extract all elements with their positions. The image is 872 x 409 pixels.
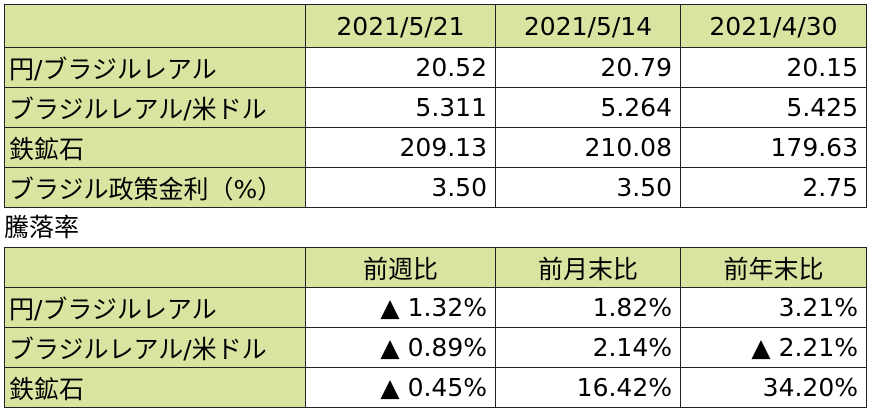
value-cell: ▲ 0.45% [305, 367, 496, 408]
rates-table: 2021/5/21 2021/5/14 2021/4/30 円/ブラジルレアル 20.5… [4, 4, 867, 208]
change-table: 前週比 前月末比 前年末比 円/ブラジルレアル ▲ 1.32% 1.82% 3.21% ブラジ… [4, 247, 867, 408]
column-header: 前年末比 [680, 247, 867, 288]
value-cell: 2.14% [495, 327, 681, 368]
value-cell: 20.79 [495, 47, 681, 88]
column-header: 2021/4/30 [680, 4, 867, 48]
row: ブラジルレアル/米ドル 5.311 5.264 5.425 [4, 87, 867, 128]
corner-cell [4, 4, 306, 48]
row: 前週比 前月末比 前年末比 [4, 247, 867, 288]
value-cell: ▲ 0.89% [305, 327, 496, 368]
row: ブラジルレアル/米ドル ▲ 0.89% 2.14% ▲ 2.21% [4, 327, 867, 368]
column-header: 前週比 [305, 247, 496, 288]
corner-cell [4, 247, 306, 288]
row-label: 円/ブラジルレアル [4, 47, 306, 88]
value-cell: 1.82% [495, 287, 681, 328]
row: ブラジル政策金利（%） 3.50 3.50 2.75 [4, 167, 867, 208]
row-label: ブラジルレアル/米ドル [4, 87, 306, 128]
row-label: ブラジル政策金利（%） [4, 167, 306, 208]
value-cell: 3.50 [305, 167, 496, 208]
row: 鉄鉱石 ▲ 0.45% 16.42% 34.20% [4, 367, 867, 408]
value-cell: ▲ 1.32% [305, 287, 496, 328]
row: 2021/5/21 2021/5/14 2021/4/30 [4, 4, 867, 48]
value-cell: 5.311 [305, 87, 496, 128]
value-cell: 209.13 [305, 127, 496, 168]
value-cell: 179.63 [680, 127, 867, 168]
value-cell: 34.20% [680, 367, 867, 408]
row-label: ブラジルレアル/米ドル [4, 327, 306, 368]
value-cell: ▲ 2.21% [680, 327, 867, 368]
column-header: 前月末比 [495, 247, 681, 288]
column-header: 2021/5/21 [305, 4, 496, 48]
row: 鉄鉱石 209.13 210.08 179.63 [4, 127, 867, 168]
row-label: 鉄鉱石 [4, 127, 306, 168]
change-body: 前週比 前月末比 前年末比 円/ブラジルレアル ▲ 1.32% 1.82% 3.21% ブラジ… [4, 247, 867, 408]
row: 円/ブラジルレアル ▲ 1.32% 1.82% 3.21% [4, 287, 867, 328]
value-cell: 5.264 [495, 87, 681, 128]
value-cell: 16.42% [495, 367, 681, 408]
value-cell: 2.75 [680, 167, 867, 208]
row-label: 鉄鉱石 [4, 367, 306, 408]
value-cell: 20.15 [680, 47, 867, 88]
value-cell: 210.08 [495, 127, 681, 168]
caption: 騰落率 [4, 213, 80, 242]
value-cell: 3.50 [495, 167, 681, 208]
row: 円/ブラジルレアル 20.52 20.79 20.15 [4, 47, 867, 88]
value-cell: 20.52 [305, 47, 496, 88]
row-label: 円/ブラジルレアル [4, 287, 306, 328]
value-cell: 5.425 [680, 87, 867, 128]
rates-body: 2021/5/21 2021/5/14 2021/4/30 円/ブラジルレアル 20.5… [4, 4, 867, 208]
column-header: 2021/5/14 [495, 4, 681, 48]
value-cell: 3.21% [680, 287, 867, 328]
